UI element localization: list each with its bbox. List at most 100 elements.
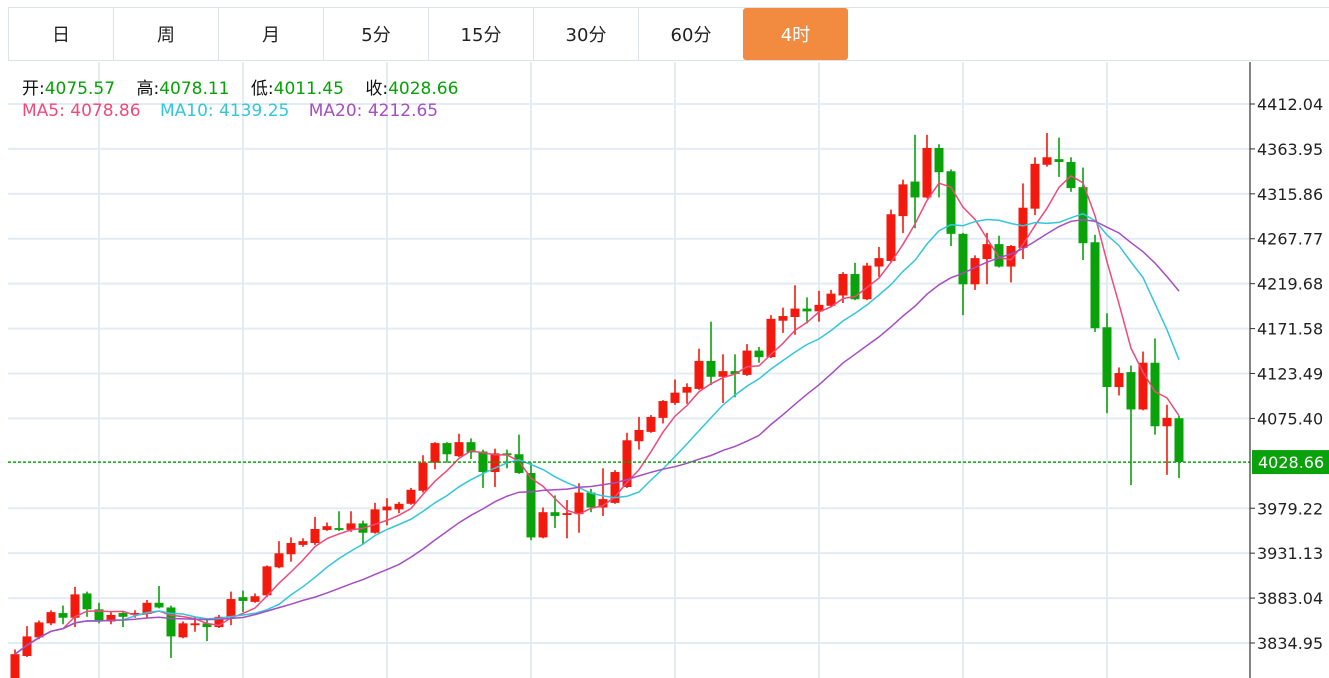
candle-body [670,392,680,403]
tab-4hour[interactable]: 4时 [743,8,848,60]
ma10-value: 4139.25 [219,101,290,121]
ma10-line [14,212,1180,655]
candle [814,290,824,322]
candle-body [574,492,584,515]
low-value: 4011.45 [273,79,344,99]
candle [226,591,236,626]
candle [70,586,80,628]
axis-tick-label: 3883.04 [1257,589,1323,608]
candle [670,379,680,405]
candle [10,649,20,678]
candle-body [874,258,884,267]
candle [274,541,284,569]
candle-body [1114,373,1124,388]
candle [106,612,116,625]
current-price-badge [1252,450,1329,475]
candle [118,611,128,628]
candle-body [430,443,440,463]
axis-tick-label: 4171.58 [1257,320,1323,339]
candle [46,610,56,626]
candle-body [262,566,272,596]
axis-tick-label: 3834.95 [1257,634,1323,653]
candle-body [1126,372,1136,410]
candle-body [286,543,296,555]
candle [622,432,632,488]
candle [94,602,104,624]
candle-body [730,371,740,374]
candle [1066,157,1076,192]
candle-body [1054,159,1064,162]
candle-body [526,472,536,538]
candle-body [694,360,704,389]
candle [850,262,860,301]
candle-body [1174,418,1184,463]
candle [982,232,992,285]
candle-body [1102,327,1112,388]
candle [598,468,608,516]
candle-body [814,304,824,312]
candle-body [118,613,128,617]
tab-30min[interactable]: 30分 [533,8,638,60]
candle [910,134,920,229]
candle [1054,137,1064,177]
candle [1138,351,1148,411]
candle [358,520,368,544]
candle-body [394,503,404,510]
tab-day[interactable]: 日 [8,8,113,60]
candle-body [1078,187,1088,244]
candle [34,620,44,640]
candle [454,433,464,458]
candle [730,354,740,398]
candle [82,591,92,617]
candles [10,132,1184,678]
candle-body [922,147,932,198]
candle [502,449,512,469]
candle-body [838,274,848,296]
candle-body [706,360,716,377]
candle-body [142,602,152,614]
candle [898,179,908,233]
candle-body [166,607,176,637]
tab-60min[interactable]: 60分 [638,8,743,60]
candle-body [34,622,44,638]
candle-body [466,442,476,453]
candle-body [826,293,836,306]
candle [298,538,308,547]
ma20-label: MA20: [308,101,363,121]
candle-body [886,214,896,261]
candle-body [154,602,164,608]
tab-month[interactable]: 月 [218,8,323,60]
candle [778,307,788,333]
candle-body [970,258,980,285]
close-label: 收: [365,79,389,99]
candle-body [742,350,752,375]
candle-body [658,401,668,418]
candle [430,442,440,470]
axis-tick-label: 4412.04 [1257,95,1323,114]
candle [370,502,380,534]
candle-body [610,472,620,503]
high-value: 4078.11 [159,79,230,99]
tab-15min[interactable]: 15分 [428,8,533,60]
candle-body [646,416,656,432]
candle-body [598,499,608,508]
axis-tick-label: 3979.22 [1257,499,1323,518]
candle [862,262,872,301]
candle-body [682,387,692,393]
candle-body [70,594,80,618]
candle [574,483,584,533]
candle [22,626,32,657]
period-tabs: 日 周 月 5分 15分 30分 60分 4时 [8,7,1329,61]
low-label: 低: [250,79,274,99]
candle-body [622,440,632,487]
tab-week[interactable]: 周 [113,8,218,60]
candle [790,285,800,335]
candle [406,487,416,505]
tab-5min[interactable]: 5分 [323,8,428,60]
candle [1102,313,1112,414]
candle [538,507,548,539]
axis-tick-label: 4123.49 [1257,365,1323,384]
candle [310,516,320,545]
candle-body [322,526,332,530]
